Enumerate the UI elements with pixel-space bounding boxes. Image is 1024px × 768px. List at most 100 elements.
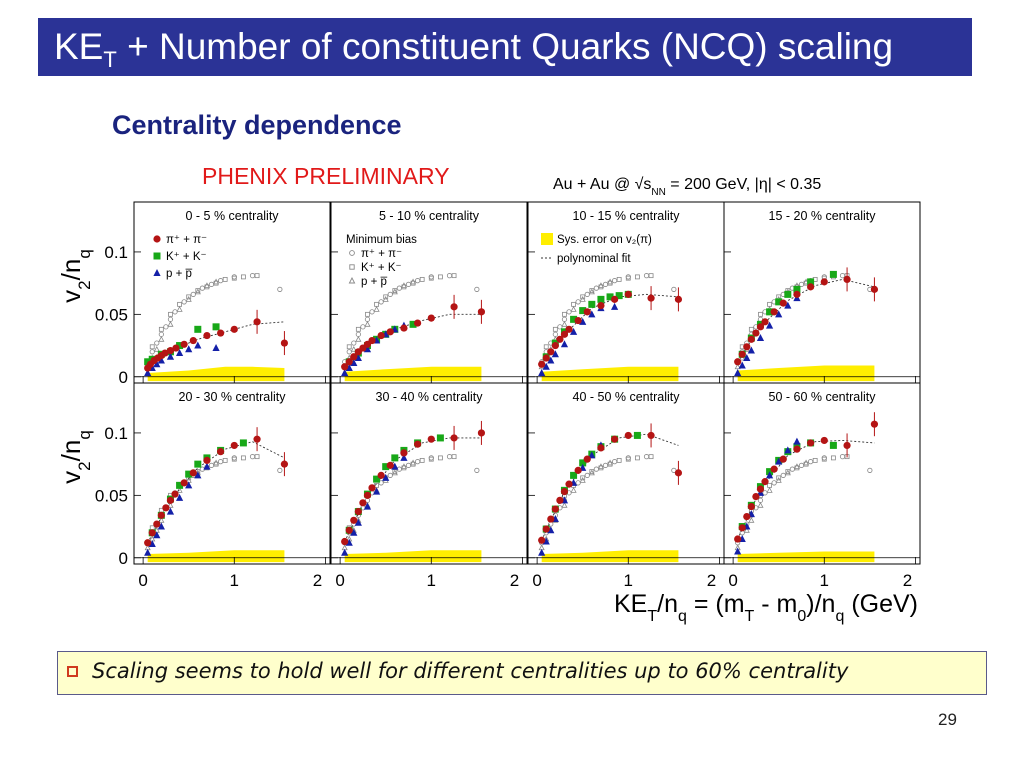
legend-label: polynominal fit <box>557 253 631 265</box>
pion-point <box>739 351 746 358</box>
pion-point <box>752 493 759 500</box>
panel-frame <box>724 202 920 383</box>
legend-label: K⁺ + K⁻ <box>166 251 207 263</box>
x-tick-label: 1 <box>427 571 436 590</box>
pion-point <box>162 504 169 511</box>
pion-point <box>253 436 260 443</box>
pion-point <box>625 432 632 439</box>
y-tick-label: 0.05 <box>95 486 128 505</box>
panel-2 <box>528 202 724 383</box>
x-tick-label: 1 <box>230 571 239 590</box>
legend-label: π⁺ + π⁻ <box>361 248 402 260</box>
pion-point <box>547 515 554 522</box>
pion-point <box>793 446 800 453</box>
pion-point <box>346 527 353 534</box>
pion-point <box>565 326 572 333</box>
pion-point <box>341 538 348 545</box>
pion-point <box>565 481 572 488</box>
pion-point <box>821 437 828 444</box>
x-tick-label: 1 <box>624 571 633 590</box>
panel-1 <box>331 202 527 383</box>
pion-point <box>647 295 654 302</box>
panel-3 <box>724 202 920 383</box>
pion-point <box>807 439 814 446</box>
pion-point <box>171 490 178 497</box>
pion-point <box>378 332 385 339</box>
y-tick-label: 0.1 <box>104 424 128 443</box>
pion-point <box>625 291 632 298</box>
pion-point <box>611 436 618 443</box>
pion-point <box>414 441 421 448</box>
panel-frame <box>528 383 724 564</box>
pion-point <box>761 478 768 485</box>
pion-point <box>158 512 165 519</box>
pion-point <box>807 283 814 290</box>
pion-point <box>793 291 800 298</box>
pion-point <box>172 344 179 351</box>
panel-7 <box>724 383 920 564</box>
pion-point <box>364 492 371 499</box>
square-bullet-icon <box>67 666 78 677</box>
kaon-point <box>634 432 641 439</box>
pion-point <box>181 479 188 486</box>
pion-point <box>400 449 407 456</box>
legend-kaon-marker <box>154 253 161 260</box>
ncq-scaling-figure: Au + Au @ √sNN = 200 GeV, |η| < 0.35 0 - … <box>0 0 1024 640</box>
pion-point <box>761 318 768 325</box>
pion-point <box>780 456 787 463</box>
kaon-point <box>194 326 201 333</box>
panel-label: 0 - 5 % centrality <box>185 209 279 223</box>
panel-label: 30 - 40 % centrality <box>376 390 484 404</box>
y-axis-title: v2/nq <box>56 249 94 303</box>
pion-point <box>871 286 878 293</box>
pion-point <box>748 336 755 343</box>
pion-point <box>368 337 375 344</box>
legend-label: K⁺ + K⁻ <box>361 262 402 274</box>
pion-point <box>871 421 878 428</box>
pion-point <box>387 462 394 469</box>
pion-point <box>780 300 787 307</box>
pion-point <box>821 278 828 285</box>
pion-point <box>597 444 604 451</box>
pion-point <box>556 497 563 504</box>
pion-point <box>743 343 750 350</box>
pion-point <box>543 354 550 361</box>
panel-label: 5 - 10 % centrality <box>379 209 480 223</box>
pion-point <box>734 535 741 542</box>
kaon-point <box>213 323 220 330</box>
y-tick-label: 0 <box>119 549 128 568</box>
panel-label: 20 - 30 % centrality <box>179 390 287 404</box>
x-tick-label: 2 <box>510 571 519 590</box>
pion-point <box>584 308 591 315</box>
pion-point <box>561 488 568 495</box>
panel-frame <box>331 383 527 564</box>
pion-point <box>752 329 759 336</box>
pion-point <box>843 442 850 449</box>
pion-point <box>378 472 385 479</box>
pion-point <box>414 319 421 326</box>
y-axis-title: v2/nq <box>56 430 94 484</box>
panel-frame <box>724 383 920 564</box>
legend-label: Sys. error on v₂(π) <box>557 234 652 246</box>
pion-point <box>538 537 545 544</box>
legend-label: p + p̅ <box>166 268 193 280</box>
x-tick-label: 0 <box>335 571 344 590</box>
y-tick-label: 0 <box>119 368 128 387</box>
pion-point <box>450 303 457 310</box>
conclusion-note: Scaling seems to hold well for different… <box>57 651 987 695</box>
legend-sys-marker <box>541 233 553 245</box>
legend-label: p + p̅ <box>361 276 388 288</box>
pion-point <box>675 296 682 303</box>
panel-0 <box>134 202 330 383</box>
pion-point <box>359 499 366 506</box>
x-tick-label: 2 <box>313 571 322 590</box>
kaon-point <box>240 439 247 446</box>
panel-6 <box>528 383 724 564</box>
kaon-point <box>437 434 444 441</box>
pion-point <box>675 469 682 476</box>
pion-point <box>478 429 485 436</box>
pion-point <box>350 517 357 524</box>
kaon-point <box>588 301 595 308</box>
x-tick-label: 0 <box>138 571 147 590</box>
kaon-point <box>830 271 837 278</box>
